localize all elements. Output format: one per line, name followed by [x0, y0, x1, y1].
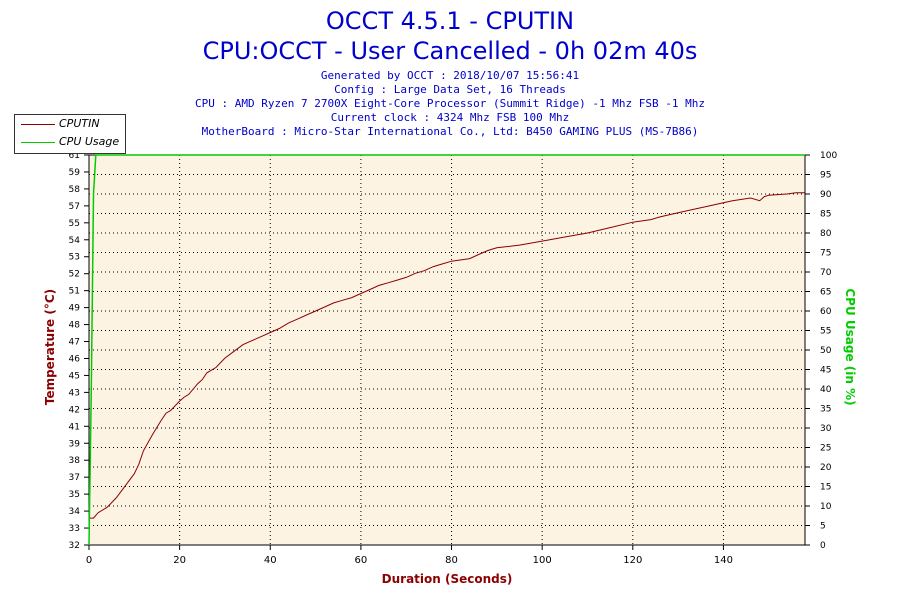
y-axis-title: Temperature (°C) [43, 288, 57, 406]
y2-tick-label: 15 [820, 483, 831, 493]
x-tick-label: 20 [173, 555, 186, 566]
y-tick-label: 51 [69, 287, 80, 297]
y-tick-label: 37 [69, 473, 80, 483]
legend-item-cputin: CPUTIN [15, 115, 125, 133]
y2-tick-label: 0 [820, 541, 826, 551]
y2-tick-label: 25 [820, 444, 831, 454]
info-clock: Current clock : 4324 Mhz FSB 100 Mhz [330, 111, 570, 124]
legend-swatch-cpu-usage [21, 142, 55, 143]
y-tick-label: 43 [69, 388, 80, 398]
y-tick-label: 34 [69, 507, 81, 517]
x-tick-label: 60 [355, 555, 368, 566]
info-config: Config : Large Data Set, 16 Threads [334, 83, 566, 96]
series-line-cputin [89, 192, 805, 519]
y-tick-label: 49 [69, 304, 81, 314]
x-axis-title: Duration (Seconds) [381, 572, 513, 586]
y-tick-label: 58 [69, 185, 81, 195]
y2-tick-label: 55 [820, 327, 831, 337]
y-tick-label: 32 [69, 541, 80, 551]
y-tick-label: 52 [69, 270, 80, 280]
y2-tick-label: 5 [820, 522, 826, 532]
legend-swatch-cputin [21, 124, 55, 125]
y-tick-label: 33 [69, 524, 80, 534]
y2-tick-label: 75 [820, 249, 831, 259]
y-tick-label: 39 [69, 439, 81, 449]
y2-tick-label: 60 [820, 307, 832, 317]
y2-tick-label: 70 [820, 268, 832, 278]
chart-subtitle: CPU:OCCT - User Cancelled - 0h 02m 40s [202, 37, 698, 65]
y2-tick-label: 45 [820, 366, 831, 376]
y-tick-label: 42 [69, 405, 80, 415]
y-tick-label: 59 [69, 168, 81, 178]
y2-tick-label: 40 [820, 385, 832, 395]
y-tick-label: 45 [69, 371, 80, 381]
y2-axis-title: CPU Usage (in %) [843, 288, 857, 406]
y2-tick-label: 95 [820, 171, 831, 181]
y-tick-label: 35 [69, 490, 80, 500]
y2-tick-label: 20 [820, 463, 832, 473]
x-tick-label: 80 [445, 555, 458, 566]
y-tick-label: 61 [69, 151, 80, 161]
y2-tick-label: 65 [820, 288, 831, 298]
series-line-cpu-usage [88, 154, 805, 546]
y2-tick-label: 100 [820, 151, 837, 161]
x-tick-label: 140 [714, 555, 733, 566]
y-tick-label: 57 [69, 202, 80, 212]
y-tick-label: 55 [69, 219, 80, 229]
y2-tick-label: 85 [820, 210, 831, 220]
info-generated: Generated by OCCT : 2018/10/07 15:56:41 [320, 69, 580, 82]
y2-tick-label: 80 [820, 229, 832, 239]
y-tick-label: 53 [69, 253, 80, 263]
y-tick-label: 38 [69, 456, 81, 466]
y2-tick-label: 30 [820, 424, 832, 434]
legend-label-cpu-usage: CPU Usage [59, 135, 120, 148]
x-tick-label: 100 [533, 555, 552, 566]
y-tick-label: 54 [69, 236, 81, 246]
y2-tick-label: 90 [820, 190, 832, 200]
y2-tick-label: 35 [820, 405, 831, 415]
legend-label-cputin: CPUTIN [59, 117, 100, 130]
y-tick-label: 48 [69, 321, 81, 331]
x-tick-label: 0 [86, 555, 92, 566]
x-tick-label: 120 [623, 555, 642, 566]
chart-title: OCCT 4.5.1 - CPUTIN [325, 7, 575, 35]
chart-legend: CPUTIN CPU Usage [14, 114, 126, 154]
y2-tick-label: 10 [820, 502, 832, 512]
y-tick-label: 46 [69, 354, 81, 364]
x-tick-label: 40 [264, 555, 277, 566]
y2-tick-label: 50 [820, 346, 832, 356]
info-motherboard: MotherBoard : Micro-Star International C… [201, 125, 699, 138]
legend-item-cpu-usage: CPU Usage [15, 133, 125, 151]
y-tick-label: 41 [69, 422, 80, 432]
y-tick-label: 47 [69, 338, 80, 348]
info-cpu: CPU : AMD Ryzen 7 2700X Eight-Core Proce… [195, 97, 705, 110]
